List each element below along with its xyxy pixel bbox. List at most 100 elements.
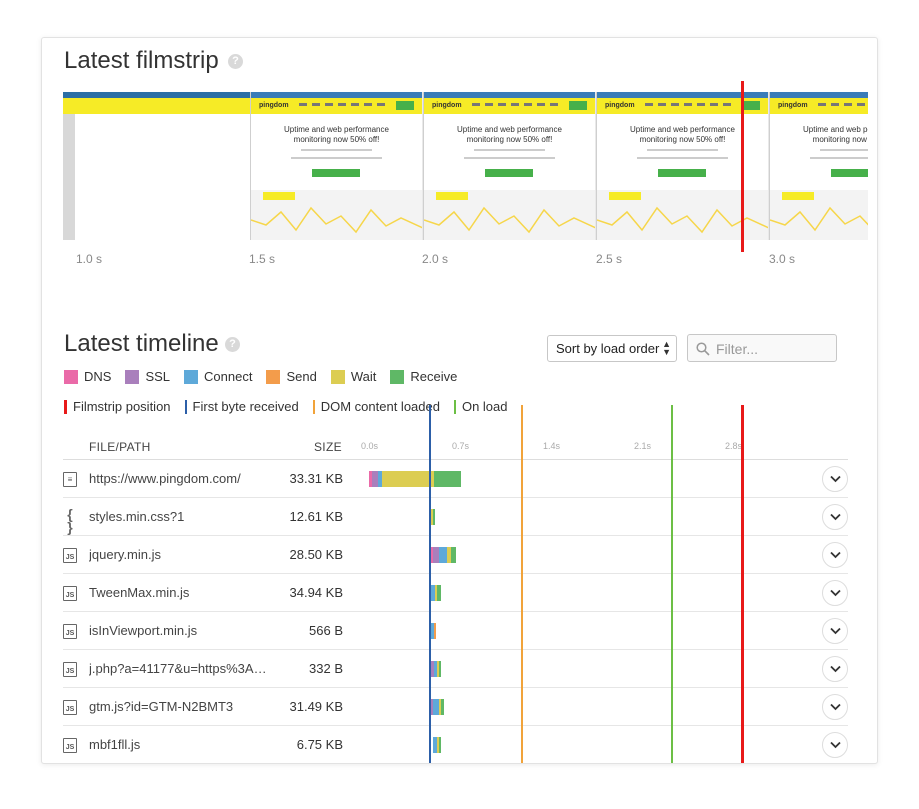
frame-headline: monitoring now 50% off!	[293, 135, 380, 144]
file-size: 332 B	[309, 661, 343, 676]
bar-dns	[431, 547, 433, 563]
search-icon	[696, 342, 710, 356]
bar-ssl	[433, 547, 439, 563]
chevron-down-icon	[830, 551, 841, 559]
filmstrip-frame[interactable]: pingdom Uptime and web performancemonito…	[769, 92, 868, 240]
table-row[interactable]: JS mbf1fll.js 6.75 KB	[63, 726, 848, 763]
bar-wait	[439, 699, 441, 715]
filmstrip-position-marker	[741, 405, 744, 763]
file-name[interactable]: TweenMax.min.js	[89, 585, 190, 600]
filmstrip-frame-blank[interactable]	[63, 92, 250, 240]
frame-logo: pingdom	[778, 102, 808, 109]
bar-wait	[437, 661, 439, 677]
frame-headline: Uptime and web performance	[630, 125, 735, 134]
bar-connect	[378, 471, 382, 487]
bar-send	[434, 623, 436, 639]
bar-connect	[439, 547, 447, 563]
legend-filmstrip-position: Filmstrip position	[64, 399, 171, 414]
file-name[interactable]: gtm.js?id=GTM-N2BMT3	[89, 699, 234, 714]
filmstrip-help-icon[interactable]: ?	[228, 54, 243, 69]
js-icon: JS	[63, 700, 77, 715]
bar-ssl	[431, 661, 434, 677]
frame-headline: Uptime and web performance	[457, 125, 562, 134]
filter-input[interactable]: Filter...	[687, 334, 837, 362]
legend-dom-content-loaded: DOM content loaded	[312, 399, 440, 414]
scale-tick: 2.1s	[634, 441, 652, 451]
file-name[interactable]: mbf1fll.js	[89, 737, 141, 752]
expand-row-button[interactable]	[822, 618, 848, 644]
file-size: 566 B	[309, 623, 343, 638]
frame-headline: monitoring now 50% off!	[639, 135, 726, 144]
chevron-down-icon	[830, 589, 841, 597]
select-arrows-icon: ▲ ▼	[662, 339, 671, 357]
bar-receive	[434, 471, 461, 487]
table-row[interactable]: JS gtm.js?id=GTM-N2BMT3 31.49 KB	[63, 688, 848, 726]
results-card: Latest filmstrip ? pingdom Uptime and we…	[41, 37, 878, 764]
file-size: 33.31 KB	[289, 471, 344, 486]
timeline-help-icon[interactable]: ?	[225, 337, 240, 352]
filmstrip-title: Latest filmstrip	[64, 47, 219, 74]
bar-ssl	[372, 471, 378, 487]
css-icon: { }	[67, 506, 73, 535]
expand-row-button[interactable]	[822, 732, 848, 758]
file-name[interactable]: styles.min.css?1	[89, 509, 185, 524]
legend-send: Send	[266, 369, 317, 384]
js-icon: JS	[63, 662, 77, 677]
legend-first-byte: First byte received	[184, 399, 299, 414]
bar-wait	[437, 737, 439, 753]
file-name[interactable]: https://www.pingdom.com/	[89, 471, 241, 486]
file-size: 34.94 KB	[289, 585, 344, 600]
bar-receive	[441, 699, 444, 715]
frame-logo: pingdom	[259, 102, 289, 109]
chevron-down-icon	[830, 665, 841, 673]
filmstrip-playhead[interactable]	[741, 81, 744, 252]
expand-row-button[interactable]	[822, 466, 848, 492]
table-row[interactable]: JS jquery.min.js 28.50 KB	[63, 536, 848, 574]
expand-row-button[interactable]	[822, 580, 848, 606]
filter-placeholder: Filter...	[716, 341, 759, 357]
bar-connect	[433, 737, 437, 753]
table-row[interactable]: JS TweenMax.min.js 34.94 KB	[63, 574, 848, 612]
filmstrip-tick: 1.5 s	[249, 252, 276, 266]
file-size: 31.49 KB	[289, 699, 344, 714]
first-byte-marker	[429, 405, 431, 763]
legend-receive: Receive	[390, 369, 457, 384]
sort-select[interactable]: Sort by load order ▲ ▼	[547, 335, 677, 362]
chevron-down-icon	[830, 627, 841, 635]
chevron-down-icon	[830, 741, 841, 749]
bar-wait	[382, 471, 434, 487]
bar-dns	[369, 471, 372, 487]
chevron-down-icon	[830, 475, 841, 483]
file-name[interactable]: j.php?a=41177&u=https%3A…	[89, 661, 267, 676]
on-load-marker	[671, 405, 673, 763]
expand-row-button[interactable]	[822, 504, 848, 530]
legend-on-load: On load	[453, 399, 508, 414]
js-icon: JS	[63, 624, 77, 639]
bar-receive	[439, 661, 441, 677]
sort-select-label: Sort by load order	[556, 341, 660, 356]
expand-row-button[interactable]	[822, 656, 848, 682]
legend-ssl: SSL	[125, 369, 170, 384]
bar-receive	[439, 737, 441, 753]
file-name[interactable]: isInViewport.min.js	[89, 623, 198, 638]
table-row[interactable]: JS isInViewport.min.js 566 B	[63, 612, 848, 650]
table-row[interactable]: ≡ https://www.pingdom.com/ 33.31 KB	[63, 460, 848, 498]
scale-tick: 1.4s	[543, 441, 561, 451]
frame-logo: pingdom	[432, 102, 462, 109]
filmstrip-tick: 3.0 s	[769, 252, 796, 266]
table-row[interactable]: { } styles.min.css?1 12.61 KB	[63, 498, 848, 536]
filmstrip[interactable]: pingdom Uptime and web performance monito…	[63, 92, 868, 240]
scale-tick: 0.7s	[452, 441, 470, 451]
table-row[interactable]: JS j.php?a=41177&u=https%3A… 332 B	[63, 650, 848, 688]
file-name[interactable]: jquery.min.js	[89, 547, 162, 562]
js-icon: JS	[63, 586, 77, 601]
expand-row-button[interactable]	[822, 694, 848, 720]
legend-connect: Connect	[184, 369, 252, 384]
bar-receive	[451, 547, 456, 563]
expand-row-button[interactable]	[822, 542, 848, 568]
frame-headline: monitoring now 50% off!	[466, 135, 553, 144]
scale-tick: 2.8s	[725, 441, 743, 451]
